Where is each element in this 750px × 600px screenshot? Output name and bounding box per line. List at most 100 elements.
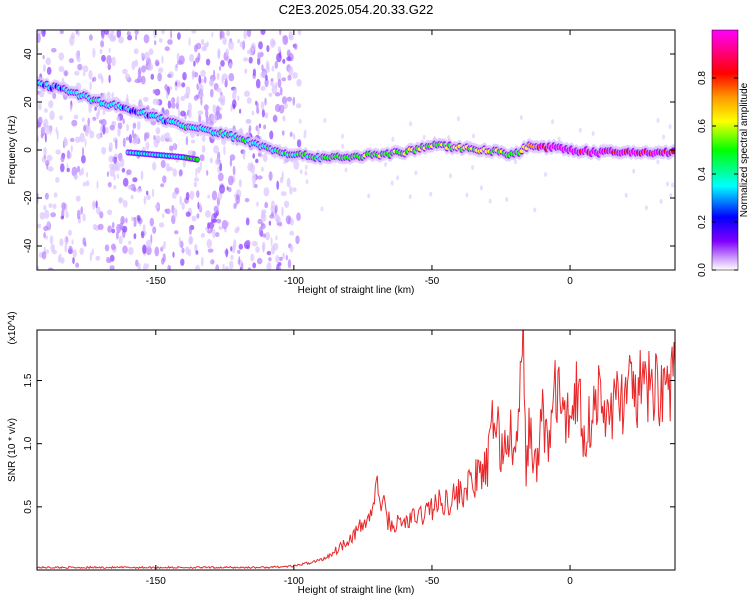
noise-speck: [283, 102, 288, 109]
noise-speck: [76, 165, 81, 173]
noise-speck: [286, 96, 292, 102]
noise-speck: [81, 117, 85, 122]
noise-speck: [89, 81, 92, 91]
noise-speck: [46, 124, 50, 135]
noise-speck: [80, 206, 83, 215]
noise-speck: [69, 137, 75, 143]
noise-speck: [145, 246, 152, 256]
noise-speck: [92, 47, 96, 58]
noise-speck: [169, 145, 174, 151]
noise-speck: [250, 42, 256, 52]
noise-speck: [197, 110, 204, 115]
noise-speck: [135, 34, 138, 41]
noise-speck: [167, 73, 172, 78]
noise-speck: [154, 204, 160, 209]
noise-speck: [242, 57, 249, 62]
noise-speck: [122, 200, 128, 208]
noise-speck: [76, 209, 81, 220]
noise-speck: [257, 257, 263, 265]
noise-speck: [230, 254, 234, 260]
noise-speck: [174, 64, 178, 72]
noise-speck: [216, 87, 222, 93]
noise-speck: [261, 166, 264, 172]
noise-speck: [71, 239, 74, 245]
noise-speck: [211, 190, 218, 201]
noise-speck: [193, 60, 196, 67]
snr-panel: -150 -100 -50 0 0.5 1.0 1.5 Height of straigh…: [7, 311, 676, 596]
noise-speck: [190, 139, 196, 144]
noise-speck: [367, 193, 371, 199]
noise-speck: [280, 191, 287, 197]
noise-speck: [65, 210, 69, 219]
noise-speck: [276, 180, 280, 190]
noise-speck: [161, 55, 164, 64]
noise-speck: [222, 36, 227, 46]
noise-speck: [236, 193, 239, 201]
noise-speck: [195, 264, 200, 270]
noise-speck: [152, 161, 157, 171]
noise-speck: [116, 30, 122, 39]
noise-speck: [279, 176, 284, 184]
noise-speck: [60, 155, 65, 163]
noise-speck: [180, 95, 186, 102]
noise-speck: [178, 236, 181, 247]
noise-speck: [422, 134, 426, 140]
noise-speck: [659, 198, 663, 204]
noise-speck: [256, 107, 260, 114]
noise-speck: [84, 138, 87, 148]
noise-speck: [160, 159, 166, 169]
noise-speck: [107, 209, 113, 216]
noise-speck: [61, 202, 66, 210]
noise-speck: [99, 125, 103, 134]
noise-speck: [114, 161, 121, 172]
noise-speck: [289, 131, 293, 137]
noise-speck: [43, 232, 46, 239]
noise-speck: [50, 212, 56, 218]
noise-speck: [77, 31, 80, 37]
noise-speck: [115, 139, 118, 150]
noise-speck: [162, 175, 167, 184]
noise-speck: [219, 30, 223, 41]
noise-speck: [185, 94, 190, 99]
noise-speck: [229, 154, 236, 161]
noise-speck: [41, 251, 47, 260]
noise-speck: [196, 83, 199, 91]
noise-speck: [215, 105, 220, 116]
noise-speck: [257, 51, 261, 60]
noise-speck: [216, 218, 222, 224]
noise-speck: [285, 254, 288, 261]
noise-speck: [149, 217, 154, 227]
noise-speck: [42, 55, 45, 60]
noise-speck: [151, 188, 155, 198]
noise-speck: [71, 166, 78, 177]
snr-x-ticks: -150 -100 -50 0: [146, 330, 573, 587]
noise-speck: [37, 33, 41, 43]
noise-speck: [106, 91, 111, 101]
spectrogram-marks: [37, 30, 675, 270]
noise-speck: [228, 62, 233, 70]
snr-y-ticks: 0.5 1.0 1.5: [23, 373, 675, 514]
noise-speck: [258, 41, 263, 50]
noise-speck: [262, 233, 266, 238]
noise-speck: [471, 165, 475, 170]
snr-x-tick-label: -50: [425, 576, 440, 587]
noise-speck: [505, 197, 509, 202]
noise-speck: [264, 201, 269, 209]
noise-speck: [164, 208, 168, 213]
noise-speck: [275, 255, 280, 264]
noise-speck: [269, 130, 274, 140]
noise-speck: [266, 63, 270, 74]
noise-speck: [155, 89, 158, 94]
noise-speck: [150, 73, 155, 80]
noise-speck: [255, 78, 261, 89]
noise-speck: [242, 40, 246, 50]
noise-speck: [281, 77, 287, 82]
noise-speck: [165, 163, 170, 172]
noise-speck: [118, 197, 124, 203]
noise-speck: [303, 129, 307, 135]
colorbar-tick-label: 0.0: [697, 263, 708, 277]
noise-speck: [263, 187, 270, 197]
noise-speck: [85, 130, 89, 137]
noise-speck: [44, 192, 49, 200]
noise-speck: [79, 132, 85, 143]
